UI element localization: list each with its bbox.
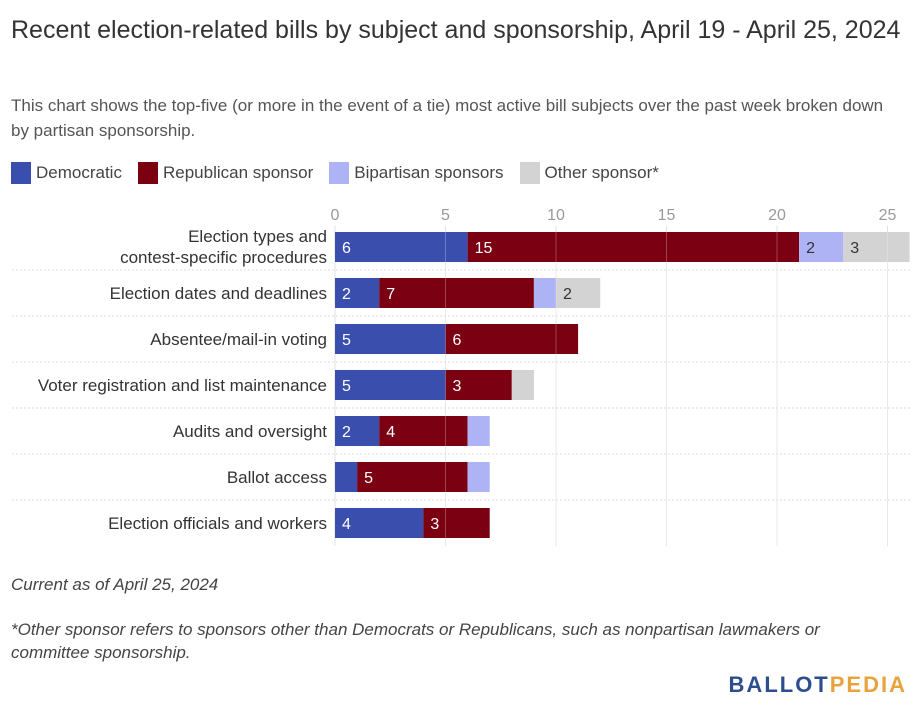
data-label: 2 bbox=[806, 240, 815, 257]
bar-segment bbox=[335, 508, 424, 538]
legend-item-other: Other sponsor* bbox=[519, 162, 659, 184]
data-label: 5 bbox=[364, 470, 373, 487]
legend-label-bipartisan: Bipartisan sponsors bbox=[354, 163, 504, 182]
category-label-line: Ballot access bbox=[227, 468, 327, 487]
category-label-line: contest-specific procedures bbox=[120, 248, 327, 267]
x-tick-label: 5 bbox=[441, 207, 450, 224]
data-label: 3 bbox=[453, 378, 462, 395]
bar-segment bbox=[445, 324, 579, 354]
bar-segment bbox=[511, 370, 534, 400]
legend-item-democratic: Democratic bbox=[11, 162, 122, 184]
bar-segment bbox=[379, 278, 534, 308]
legend-label-other: Other sponsor* bbox=[544, 163, 659, 182]
legend: Democratic Republican sponsor Bipartisan… bbox=[11, 160, 675, 186]
data-label: 7 bbox=[386, 286, 395, 303]
category-label-line: Absentee/mail-in voting bbox=[150, 330, 327, 349]
category-label-line: Election dates and deadlines bbox=[110, 284, 327, 303]
data-label: 3 bbox=[430, 516, 439, 533]
other-sponsor-footnote: *Other sponsor refers to sponsors other … bbox=[11, 620, 820, 662]
chart-subtitle: This chart shows the top-five (or more i… bbox=[11, 96, 884, 140]
x-tick-label: 0 bbox=[331, 207, 340, 224]
bar-segment bbox=[467, 232, 800, 262]
category-label-line: Audits and oversight bbox=[173, 422, 327, 441]
data-label: 2 bbox=[342, 286, 351, 303]
bar-segment bbox=[556, 278, 601, 308]
bar-segment bbox=[533, 278, 556, 308]
bar-segment bbox=[379, 416, 468, 446]
data-label: 6 bbox=[453, 332, 462, 349]
ballotpedia-logo: BALLOTPEDIA bbox=[729, 672, 907, 698]
legend-label-democratic: Democratic bbox=[36, 163, 122, 182]
bar-segment bbox=[467, 462, 490, 492]
data-label: 4 bbox=[342, 516, 351, 533]
data-label: 5 bbox=[342, 378, 351, 395]
category-label-line: Election types and bbox=[188, 227, 327, 246]
legend-swatch-democratic bbox=[11, 162, 31, 184]
legend-item-bipartisan: Bipartisan sponsors bbox=[329, 162, 504, 184]
bar-segment bbox=[467, 416, 490, 446]
logo-part-ballot: BALLOT bbox=[728, 672, 830, 697]
category-label: Ballot access bbox=[227, 468, 327, 487]
legend-item-republican: Republican sponsor bbox=[137, 162, 314, 184]
category-label: Absentee/mail-in voting bbox=[150, 330, 327, 349]
data-label: 6 bbox=[342, 240, 351, 257]
category-label: Election dates and deadlines bbox=[110, 284, 327, 303]
category-label: Election types and contest-specific proce… bbox=[120, 227, 327, 267]
bar-segment bbox=[799, 232, 844, 262]
x-tick-label: 20 bbox=[768, 207, 786, 224]
data-label: 3 bbox=[850, 240, 859, 257]
bar-segment bbox=[335, 232, 468, 262]
bar-segment bbox=[423, 508, 490, 538]
data-label: 4 bbox=[386, 424, 395, 441]
legend-swatch-other bbox=[519, 162, 540, 184]
chart-title: Recent election-related bills by subject… bbox=[11, 16, 901, 44]
data-label: 15 bbox=[475, 240, 493, 257]
bar-segment bbox=[843, 232, 910, 262]
bar-segment bbox=[357, 462, 468, 492]
category-label-line: Election officials and workers bbox=[108, 514, 327, 533]
category-label: Voter registration and list maintenance bbox=[38, 376, 327, 395]
category-label-line: Voter registration and list maintenance bbox=[38, 376, 327, 395]
category-label: Audits and oversight bbox=[173, 422, 327, 441]
x-tick-label: 15 bbox=[658, 207, 676, 224]
x-tick-label: 10 bbox=[547, 207, 565, 224]
current-as-of-note: Current as of April 25, 2024 bbox=[11, 575, 219, 594]
data-label: 2 bbox=[342, 424, 351, 441]
data-label: 2 bbox=[563, 286, 572, 303]
legend-label-republican: Republican sponsor bbox=[162, 163, 314, 182]
bar-segment bbox=[445, 370, 512, 400]
bar-segment bbox=[335, 370, 446, 400]
bar-segment bbox=[335, 416, 380, 446]
bar-segment bbox=[335, 324, 446, 354]
data-label: 5 bbox=[342, 332, 351, 349]
logo-part-pedia: PEDIA bbox=[829, 672, 907, 697]
legend-swatch-republican bbox=[137, 162, 158, 184]
legend-swatch-bipartisan bbox=[329, 162, 350, 184]
bar-segment bbox=[335, 462, 358, 492]
bar-segment bbox=[335, 278, 380, 308]
x-tick-label: 25 bbox=[879, 207, 897, 224]
category-label: Election officials and workers bbox=[108, 514, 327, 533]
